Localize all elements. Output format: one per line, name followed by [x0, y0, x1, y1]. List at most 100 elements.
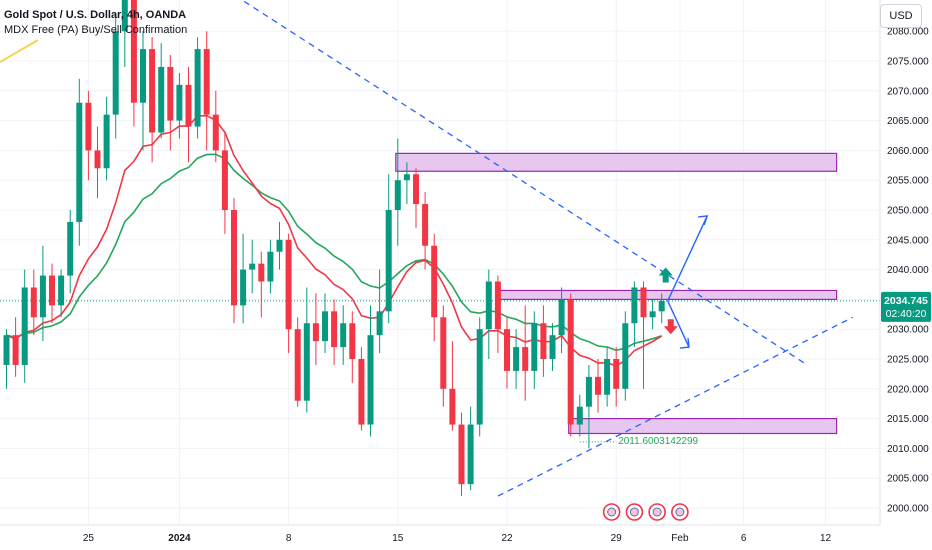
candle-down [94, 150, 101, 169]
price-tick-label: 2070.000 [887, 86, 929, 97]
candle-down [221, 150, 228, 210]
time-tick-label: 29 [611, 533, 623, 544]
price-tick-label: 2065.000 [887, 116, 929, 127]
time-tick-label: 6 [741, 533, 747, 544]
candle-up [558, 299, 565, 336]
candle-down [431, 245, 438, 318]
candle-down [130, 0, 137, 103]
candle-up [376, 311, 383, 336]
candle-up [585, 376, 592, 407]
candle-down [595, 376, 601, 395]
candle-down [567, 299, 574, 425]
candle-up [112, 31, 119, 115]
sell-arrow-icon [663, 319, 678, 335]
level-label: 2011.6003142299 [618, 436, 698, 447]
price-tick-label: 2020.000 [887, 384, 929, 395]
zone-box [495, 289, 838, 300]
candle-down [413, 174, 419, 205]
candle-down [185, 84, 192, 127]
candle-down [422, 204, 429, 246]
projection-up [667, 215, 708, 302]
candle-up [67, 221, 74, 276]
price-tag [881, 291, 931, 322]
price-tick-label: 2000.000 [887, 504, 929, 515]
candle-up [340, 323, 347, 348]
candle-down [331, 311, 338, 348]
candle-up [485, 281, 492, 330]
candle-down [49, 275, 55, 306]
candle-down [12, 335, 19, 365]
time-tick-label: 2024 [168, 533, 191, 544]
candle-up [276, 239, 283, 252]
candle-down [312, 323, 319, 342]
zone-box [568, 418, 838, 435]
trendline [497, 316, 854, 497]
price-axis: 2000.000 2005.000 2010.000 2015.000 2020.000… [879, 0, 931, 525]
candle-up [394, 180, 401, 210]
candles [3, 0, 665, 497]
candle-down [458, 424, 465, 485]
candle-down [440, 317, 447, 389]
price-tick-label: 2005.000 [887, 474, 929, 485]
price-tick-label: 2050.000 [887, 206, 929, 217]
time-axis: 25 2024 8 15 22 29 Feb 6 12 [0, 524, 880, 544]
candle-up [367, 335, 374, 425]
price-tick-label: 2055.000 [887, 176, 929, 187]
candle-down [203, 49, 210, 115]
candle-up [658, 300, 665, 312]
candle-down [85, 102, 92, 151]
arrow-head [679, 338, 690, 349]
candle-up [303, 323, 310, 401]
annotations: 2011.6003142299 [579, 215, 709, 521]
candle-down [285, 239, 292, 330]
candle-down [167, 66, 174, 121]
candle-up [322, 311, 328, 342]
zone-box [395, 152, 838, 172]
candle-up [3, 335, 10, 365]
candle-down [640, 287, 647, 318]
time-tick-label: 25 [83, 533, 95, 544]
price-tick-label: 2045.000 [887, 235, 929, 246]
candle-down [149, 49, 156, 133]
time-tick-label: 12 [820, 533, 832, 544]
candle-up [140, 49, 146, 103]
price-tick-label: 2080.000 [887, 27, 929, 38]
candle-up [631, 287, 638, 324]
symbol-title: Gold Spot / U.S. Dollar, 4h, OANDA [4, 9, 187, 21]
price-tick-label: 2030.000 [887, 325, 929, 336]
candle-up [476, 329, 483, 425]
candle-down [349, 323, 356, 359]
currency-button[interactable]: USD [880, 4, 922, 28]
candle-up [622, 323, 629, 389]
candle-up [513, 347, 520, 371]
price-tag-countdown: 02:40:20 [886, 308, 927, 320]
event-flag-inner [675, 507, 685, 517]
candle-up [531, 323, 538, 371]
candle-up [249, 263, 256, 270]
candle-up [240, 269, 247, 306]
event-flag-inner [652, 507, 662, 517]
price-tick-label: 2040.000 [887, 265, 929, 276]
projection-down [667, 300, 690, 348]
candle-down [358, 359, 365, 425]
candle-up [76, 102, 83, 222]
candle-up [103, 114, 110, 169]
candle-down [30, 287, 37, 318]
time-tick-label: 15 [392, 533, 404, 544]
candle-down [294, 329, 301, 401]
price-tick-label: 2015.000 [887, 414, 929, 425]
price-tick-label: 2010.000 [887, 444, 929, 455]
grid [0, 0, 880, 525]
candle-up [58, 275, 65, 306]
candle-up [176, 84, 183, 121]
zones [395, 152, 838, 435]
time-tick-label: 22 [501, 533, 513, 544]
event-flag-inner [629, 507, 639, 517]
candle-up [604, 359, 611, 395]
price-tag-value: 2034.745 [884, 295, 928, 307]
buy-arrow-icon [658, 267, 673, 283]
event-flag-inner [607, 507, 617, 517]
candle-down [504, 329, 510, 371]
price-tick-label: 2025.000 [887, 355, 929, 366]
